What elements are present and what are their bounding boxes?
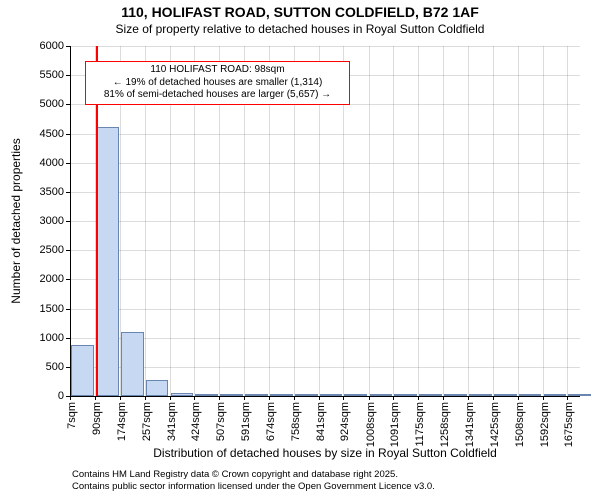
xtick-label: 1675sqm — [563, 402, 575, 447]
callout-line-3: 81% of semi-detached houses are larger (… — [90, 89, 345, 102]
y-axis-line — [70, 46, 71, 396]
xtick-label: 1341sqm — [464, 402, 476, 447]
gridline-h — [70, 192, 580, 193]
ytick-label: 1500 — [40, 303, 64, 315]
xtick-label: 174sqm — [116, 402, 128, 441]
gridline-h — [70, 221, 580, 222]
gridline-v — [543, 46, 544, 396]
ytick-label: 3500 — [40, 186, 64, 198]
gridline-v — [393, 46, 394, 396]
gridline-v — [418, 46, 419, 396]
ytick-label: 4000 — [40, 157, 64, 169]
histogram-bar — [96, 127, 119, 397]
xtick-label: 674sqm — [265, 402, 277, 441]
gridline-v — [369, 46, 370, 396]
attribution: Contains HM Land Registry data © Crown c… — [72, 469, 435, 493]
gridline-h — [70, 279, 580, 280]
ytick-label: 6000 — [40, 40, 64, 52]
gridline-v — [518, 46, 519, 396]
xtick-label: 1008sqm — [365, 402, 377, 447]
xtick-label: 1425sqm — [489, 402, 501, 447]
gridline-h — [70, 163, 580, 164]
chart-title-line2: Size of property relative to detached ho… — [0, 22, 600, 36]
xtick-label: 1508sqm — [514, 402, 526, 447]
xtick-label: 1091sqm — [389, 402, 401, 447]
gridline-h — [70, 338, 580, 339]
gridline-h — [70, 309, 580, 310]
ytick-label: 2000 — [40, 273, 64, 285]
xtick-label: 591sqm — [240, 402, 252, 441]
x-axis-label: Distribution of detached houses by size … — [70, 446, 580, 460]
xtick-label: 424sqm — [190, 402, 202, 441]
ytick-label: 2500 — [40, 244, 64, 256]
gridline-v — [493, 46, 494, 396]
xtick-label: 841sqm — [315, 402, 327, 441]
callout-line-2: ← 19% of detached houses are smaller (1,… — [90, 77, 345, 90]
xtick-label: 1592sqm — [539, 402, 551, 447]
gridline-v — [468, 46, 469, 396]
histogram-bar — [71, 345, 94, 396]
xtick-label: 507sqm — [215, 402, 227, 441]
xtick-label: 7sqm — [66, 402, 78, 429]
gridline-v — [567, 46, 568, 396]
callout-box: 110 HOLIFAST ROAD: 98sqm ← 19% of detach… — [85, 61, 350, 105]
attribution-line-2: Contains public sector information licen… — [72, 481, 435, 493]
ytick-label: 500 — [46, 361, 64, 373]
gridline-v — [443, 46, 444, 396]
ytick-label: 4500 — [40, 128, 64, 140]
ytick-label: 5500 — [40, 69, 64, 81]
histogram-bar — [121, 332, 144, 396]
gridline-h — [70, 46, 580, 47]
ytick-label: 0 — [58, 390, 64, 402]
y-axis-label: Number of detached properties — [9, 46, 23, 396]
xtick-label: 758sqm — [290, 402, 302, 441]
xtick-label: 1175sqm — [414, 402, 426, 446]
attribution-line-1: Contains HM Land Registry data © Crown c… — [72, 469, 435, 481]
x-axis-line — [70, 396, 580, 397]
gridline-h — [70, 250, 580, 251]
xtick-label: 257sqm — [141, 402, 153, 441]
gridline-h — [70, 134, 580, 135]
xtick-label: 341sqm — [166, 402, 178, 441]
ytick-label: 5000 — [40, 98, 64, 110]
callout-line-1: 110 HOLIFAST ROAD: 98sqm — [90, 64, 345, 77]
chart-container: 110, HOLIFAST ROAD, SUTTON COLDFIELD, B7… — [0, 0, 600, 500]
ytick-label: 1000 — [40, 332, 64, 344]
histogram-bar — [146, 380, 169, 396]
xtick-label: 90sqm — [91, 402, 103, 435]
xtick-label: 1258sqm — [439, 402, 451, 447]
chart-title-line1: 110, HOLIFAST ROAD, SUTTON COLDFIELD, B7… — [0, 4, 600, 20]
gridline-h — [70, 367, 580, 368]
xtick-label: 924sqm — [339, 402, 351, 441]
ytick-label: 3000 — [40, 215, 64, 227]
